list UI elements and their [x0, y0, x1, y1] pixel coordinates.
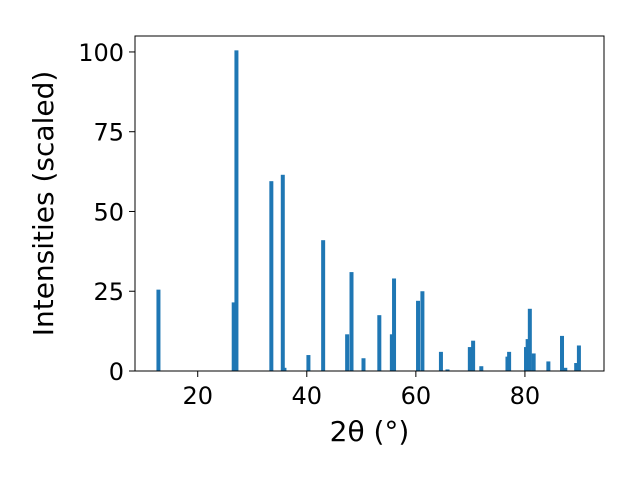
y-tick-label: 100	[78, 39, 124, 67]
y-tick-label: 75	[93, 119, 124, 147]
bar	[234, 50, 239, 372]
bar	[507, 351, 512, 371]
bar	[563, 367, 568, 371]
bar	[420, 291, 425, 371]
bar	[525, 339, 530, 371]
bar	[392, 278, 397, 371]
bar	[467, 347, 472, 371]
bar	[574, 363, 579, 371]
bar	[280, 174, 285, 371]
x-axis-title: 2θ (°)	[330, 415, 410, 448]
y-tick-label: 25	[93, 278, 124, 306]
y-axis-title: Intensities (scaled)	[27, 71, 60, 337]
y-tick-label: 50	[93, 198, 124, 226]
x-tick-label: 20	[182, 382, 213, 410]
bar	[282, 367, 287, 371]
y-tick-label: 0	[109, 358, 124, 386]
plot-frame	[134, 35, 605, 372]
bar	[361, 358, 366, 371]
bar	[345, 334, 350, 371]
bar	[445, 369, 450, 371]
bar	[269, 181, 274, 371]
bar	[349, 272, 354, 371]
bar	[438, 351, 443, 371]
bar	[321, 240, 326, 371]
bar	[416, 300, 421, 371]
bar	[527, 308, 532, 371]
bar	[546, 361, 551, 371]
bar	[471, 340, 476, 371]
bars-group	[156, 50, 581, 372]
bar	[479, 366, 484, 371]
y-axis: 0 25 50 75 100	[78, 39, 135, 386]
bar	[231, 302, 236, 371]
bar	[531, 353, 536, 371]
bar	[156, 289, 161, 371]
bar	[560, 335, 565, 371]
bar	[389, 334, 394, 371]
x-tick-label: 80	[510, 382, 541, 410]
x-tick-label: 60	[401, 382, 432, 410]
x-tick-label: 40	[292, 382, 323, 410]
bar	[306, 355, 311, 371]
x-axis: 20 40 60 80	[182, 371, 540, 410]
bar	[576, 345, 581, 371]
bar	[377, 315, 382, 371]
